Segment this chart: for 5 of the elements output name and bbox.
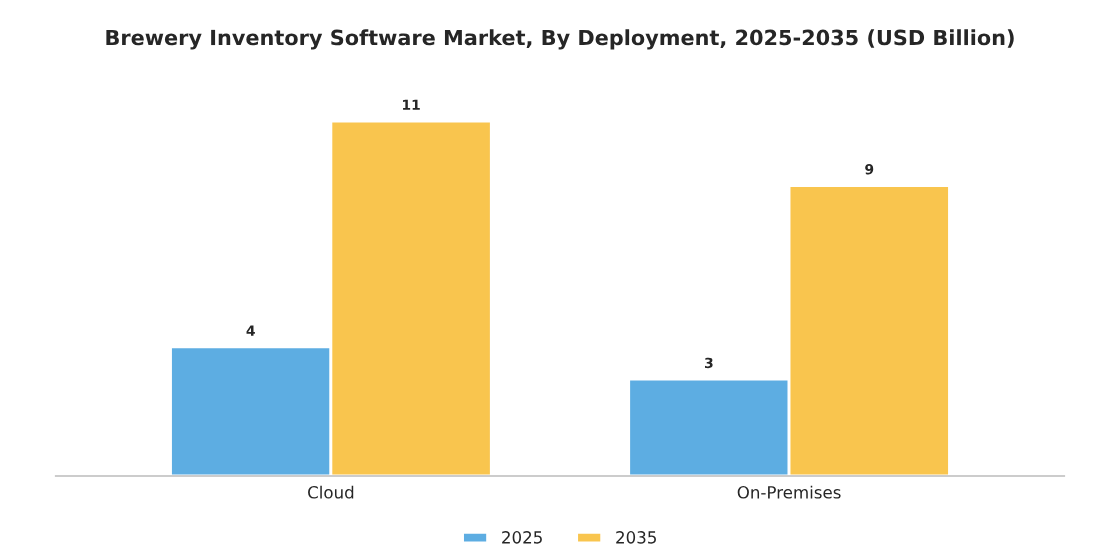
legend-label: 2035 — [616, 531, 656, 544]
x-tick-label: Cloud — [308, 485, 354, 499]
x-tick-label: On-Premises — [737, 485, 841, 499]
chart-title: Brewery Inventory Software Market, By Deployment, 2025-2035 (USD Billion) — [106, 29, 1014, 50]
legend-label: 2025 — [502, 531, 542, 544]
